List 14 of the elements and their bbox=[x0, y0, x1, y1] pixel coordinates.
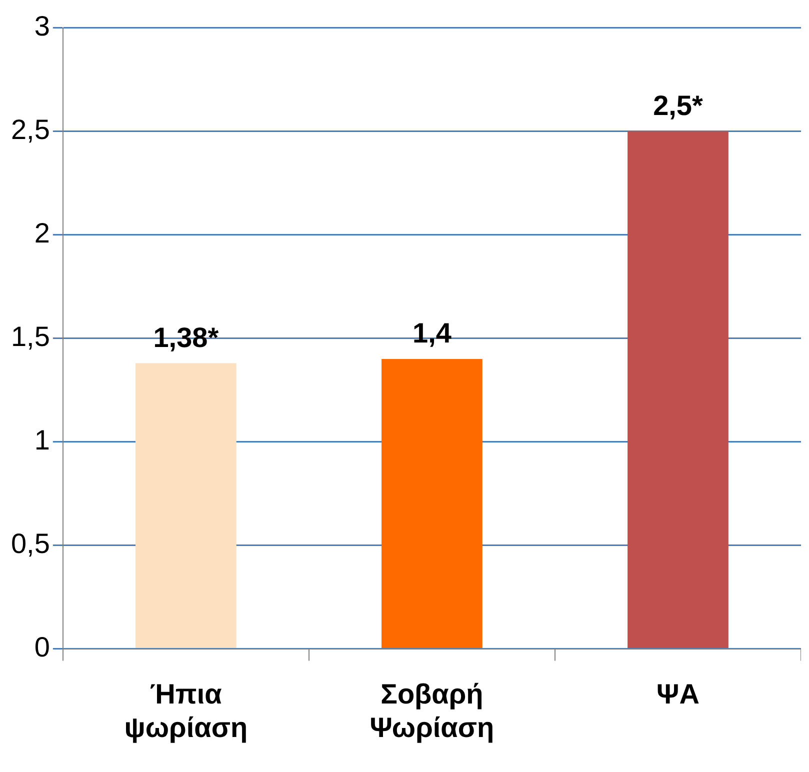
data-label: 2,5* bbox=[653, 90, 703, 122]
y-tick-label: 1,5 bbox=[10, 321, 50, 352]
y-tick-label: 2 bbox=[34, 218, 50, 249]
y-tick-label: 1 bbox=[34, 424, 50, 456]
y-tick-label: 3 bbox=[34, 10, 50, 42]
y-tick-label: 0,5 bbox=[10, 528, 50, 560]
x-tick-label: ΨΑ bbox=[656, 678, 700, 710]
bar bbox=[382, 359, 482, 648]
x-tick-label: Σοβαρή Ψωρίαση bbox=[370, 678, 494, 743]
y-tick-label: 2,5 bbox=[10, 114, 50, 146]
y-tick-label: 0 bbox=[34, 632, 50, 663]
x-tick-label: Ήπια ψωρίαση bbox=[124, 678, 248, 743]
bar bbox=[136, 363, 236, 648]
bar bbox=[628, 131, 728, 648]
